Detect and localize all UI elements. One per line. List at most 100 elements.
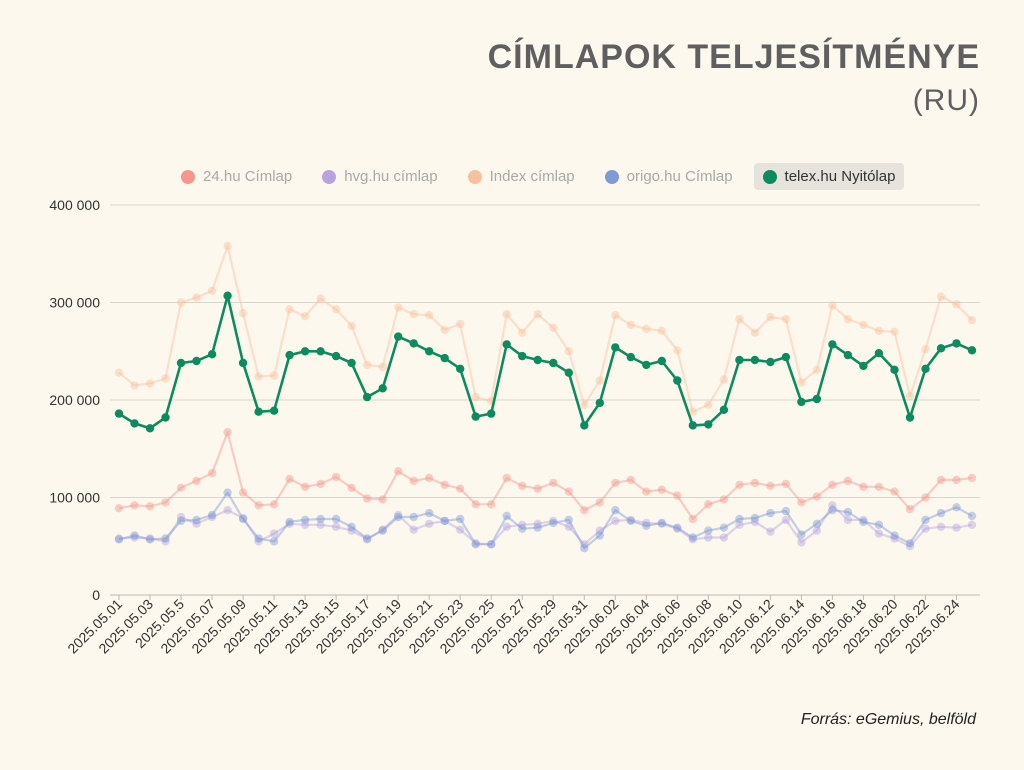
data-point [347, 321, 356, 331]
data-point [843, 350, 853, 360]
data-point [642, 521, 651, 530]
data-point [176, 512, 186, 522]
data-point [859, 515, 868, 525]
data-point [518, 520, 527, 529]
data-point [921, 345, 930, 354]
data-point [797, 397, 806, 407]
data-point [781, 479, 791, 489]
data-point [269, 529, 279, 538]
data-point [378, 362, 387, 372]
data-point [595, 398, 604, 408]
data-point [673, 376, 682, 385]
data-point [688, 533, 697, 542]
data-point [409, 339, 418, 348]
data-point [936, 344, 946, 353]
data-point [394, 512, 403, 522]
data-point [642, 518, 651, 528]
data-point [611, 506, 620, 515]
data-point [331, 514, 341, 524]
data-point [238, 358, 248, 368]
data-point [890, 327, 899, 336]
y-tick-label: 300 000 [49, 295, 100, 311]
legend-item-telex[interactable]: telex.hu Nyitólap [753, 163, 905, 190]
data-point [936, 508, 946, 518]
data-point [766, 481, 775, 490]
data-point [874, 326, 884, 335]
data-point [269, 406, 279, 415]
data-point [967, 520, 977, 529]
data-point [781, 314, 791, 324]
data-point [223, 241, 232, 251]
data-point [952, 339, 961, 348]
data-point [425, 519, 434, 528]
data-point [114, 368, 124, 377]
data-point [533, 484, 542, 493]
data-point [487, 540, 496, 549]
data-point [300, 347, 310, 356]
data-point [688, 535, 697, 544]
data-point [300, 312, 310, 321]
data-point [145, 534, 155, 543]
legend-item-index[interactable]: Index címlap [459, 163, 584, 190]
data-point [580, 540, 589, 549]
data-point [533, 355, 542, 365]
data-point [362, 392, 372, 402]
data-point [936, 522, 946, 531]
legend-item-origo[interactable]: origo.hu Címlap [596, 163, 742, 190]
data-point [533, 310, 542, 319]
data-point [533, 519, 542, 528]
legend-label-24hu: 24.hu Címlap [203, 168, 293, 185]
data-point [347, 483, 356, 492]
data-point [828, 480, 837, 489]
data-point [595, 526, 604, 535]
legend-dot-origo [604, 169, 619, 184]
data-point [657, 485, 666, 494]
data-point [874, 349, 884, 358]
data-point [114, 535, 124, 544]
data-point [843, 515, 853, 525]
data-point [130, 419, 139, 428]
legend-label-origo: origo.hu Címlap [626, 168, 733, 185]
data-point [130, 531, 139, 540]
data-point [936, 475, 946, 485]
data-point [207, 512, 217, 522]
data-point [564, 368, 573, 377]
data-point [595, 531, 604, 540]
data-point [161, 413, 170, 422]
data-point [859, 482, 868, 491]
data-point [626, 475, 635, 485]
data-point [238, 309, 248, 318]
data-point [828, 301, 837, 310]
data-point [300, 520, 310, 529]
data-point [207, 350, 217, 359]
data-point [207, 468, 217, 478]
data-point [859, 517, 868, 527]
source-note: Forrás: eGemius, belföld [800, 711, 976, 728]
data-point [952, 503, 961, 512]
data-point [223, 428, 232, 437]
legend-item-hvg[interactable]: hvg.hu címlap [313, 163, 446, 190]
data-point [549, 516, 558, 526]
data-point [238, 488, 248, 497]
data-point [719, 523, 729, 532]
data-point [394, 303, 403, 312]
data-point [269, 537, 279, 546]
data-point [750, 513, 760, 523]
legend-item-24hu[interactable]: 24.hu Címlap [172, 163, 301, 190]
data-point [611, 478, 620, 488]
data-point [487, 500, 496, 509]
data-point [130, 501, 139, 510]
data-point [905, 413, 915, 422]
data-point [254, 534, 263, 543]
data-point [285, 305, 294, 314]
data-point [688, 421, 697, 430]
data-point [331, 305, 341, 314]
data-point [145, 379, 155, 388]
data-point [967, 315, 977, 325]
series-line-0 [118, 431, 973, 521]
data-point [750, 355, 760, 365]
data-point [176, 483, 186, 492]
data-point [735, 514, 744, 524]
data-point [471, 540, 480, 549]
